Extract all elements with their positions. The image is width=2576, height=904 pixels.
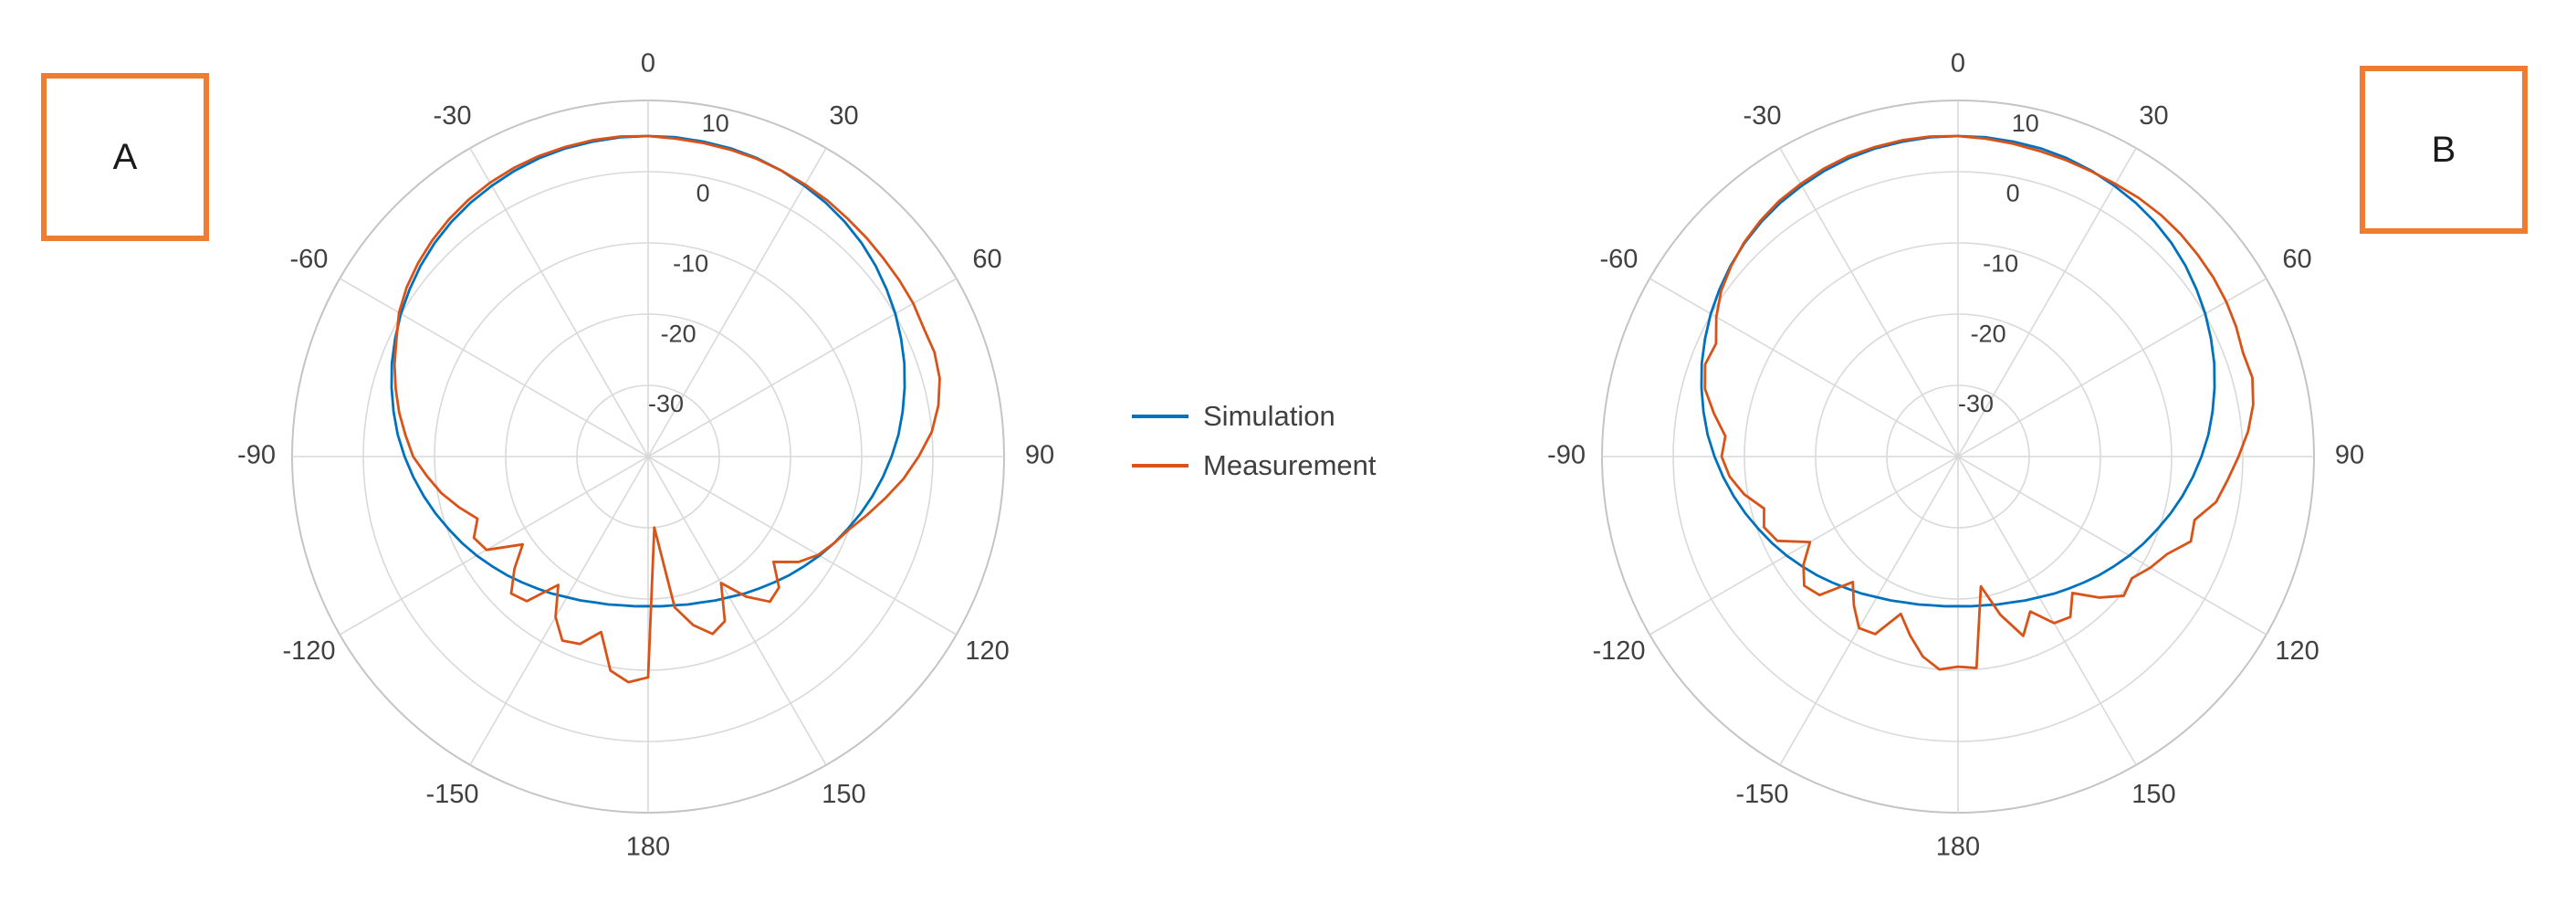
- svg-text:-120: -120: [282, 636, 335, 666]
- svg-text:-30: -30: [434, 101, 472, 131]
- svg-text:-120: -120: [1592, 636, 1645, 666]
- panel-label-a: A: [112, 136, 138, 177]
- svg-text:0: 0: [696, 180, 710, 207]
- svg-text:60: 60: [2282, 245, 2311, 274]
- simulation-line-swatch: [1132, 415, 1189, 418]
- svg-text:-150: -150: [425, 780, 478, 809]
- svg-text:30: 30: [829, 101, 858, 131]
- svg-text:-30: -30: [1958, 390, 1994, 417]
- polar-chart-b: 0 30 60 90 120 150 180 -150 -120 -90 -60 -30 10 0 -10 -…: [1547, 49, 2364, 862]
- svg-text:180: 180: [1936, 833, 1980, 862]
- measurement-line-swatch: [1132, 464, 1189, 468]
- svg-text:150: 150: [822, 780, 865, 809]
- svg-text:-20: -20: [661, 320, 696, 347]
- panel-label-box-a: A: [41, 73, 209, 241]
- svg-text:10: 10: [702, 110, 729, 137]
- panel-label-b: B: [2431, 129, 2456, 170]
- panel-label-box-b: B: [2360, 66, 2528, 234]
- svg-text:120: 120: [965, 636, 1009, 666]
- svg-text:90: 90: [1025, 441, 1054, 470]
- legend-label-measurement: Measurement: [1203, 449, 1377, 481]
- svg-text:150: 150: [2131, 780, 2175, 809]
- legend-label-simulation: Simulation: [1203, 400, 1335, 432]
- svg-text:0: 0: [641, 49, 655, 79]
- svg-text:0: 0: [2006, 180, 2020, 207]
- legend-item-simulation: Simulation: [1132, 400, 1377, 433]
- svg-text:-60: -60: [290, 245, 329, 274]
- svg-text:180: 180: [626, 833, 670, 862]
- svg-text:120: 120: [2275, 636, 2319, 666]
- svg-text:-10: -10: [1983, 250, 2018, 278]
- svg-text:-20: -20: [1971, 320, 2006, 347]
- svg-text:0: 0: [1951, 49, 1965, 79]
- svg-text:-90: -90: [1547, 441, 1586, 470]
- svg-text:-90: -90: [237, 441, 276, 470]
- svg-text:60: 60: [972, 245, 1001, 274]
- svg-text:30: 30: [2139, 101, 2168, 131]
- svg-text:-10: -10: [673, 250, 708, 278]
- legend: Simulation Measurement: [1132, 400, 1377, 482]
- svg-text:-30: -30: [648, 390, 684, 417]
- svg-text:-150: -150: [1735, 780, 1788, 809]
- polar-chart-a: 0 30 60 90 120 150 180 -150 -120 -90 -60 -30 10 0 -10 -…: [237, 49, 1054, 862]
- svg-text:90: 90: [2335, 441, 2364, 470]
- svg-text:-30: -30: [1744, 101, 1782, 131]
- legend-item-measurement: Measurement: [1132, 449, 1377, 482]
- svg-text:10: 10: [2012, 110, 2039, 137]
- svg-text:-60: -60: [1600, 245, 1639, 274]
